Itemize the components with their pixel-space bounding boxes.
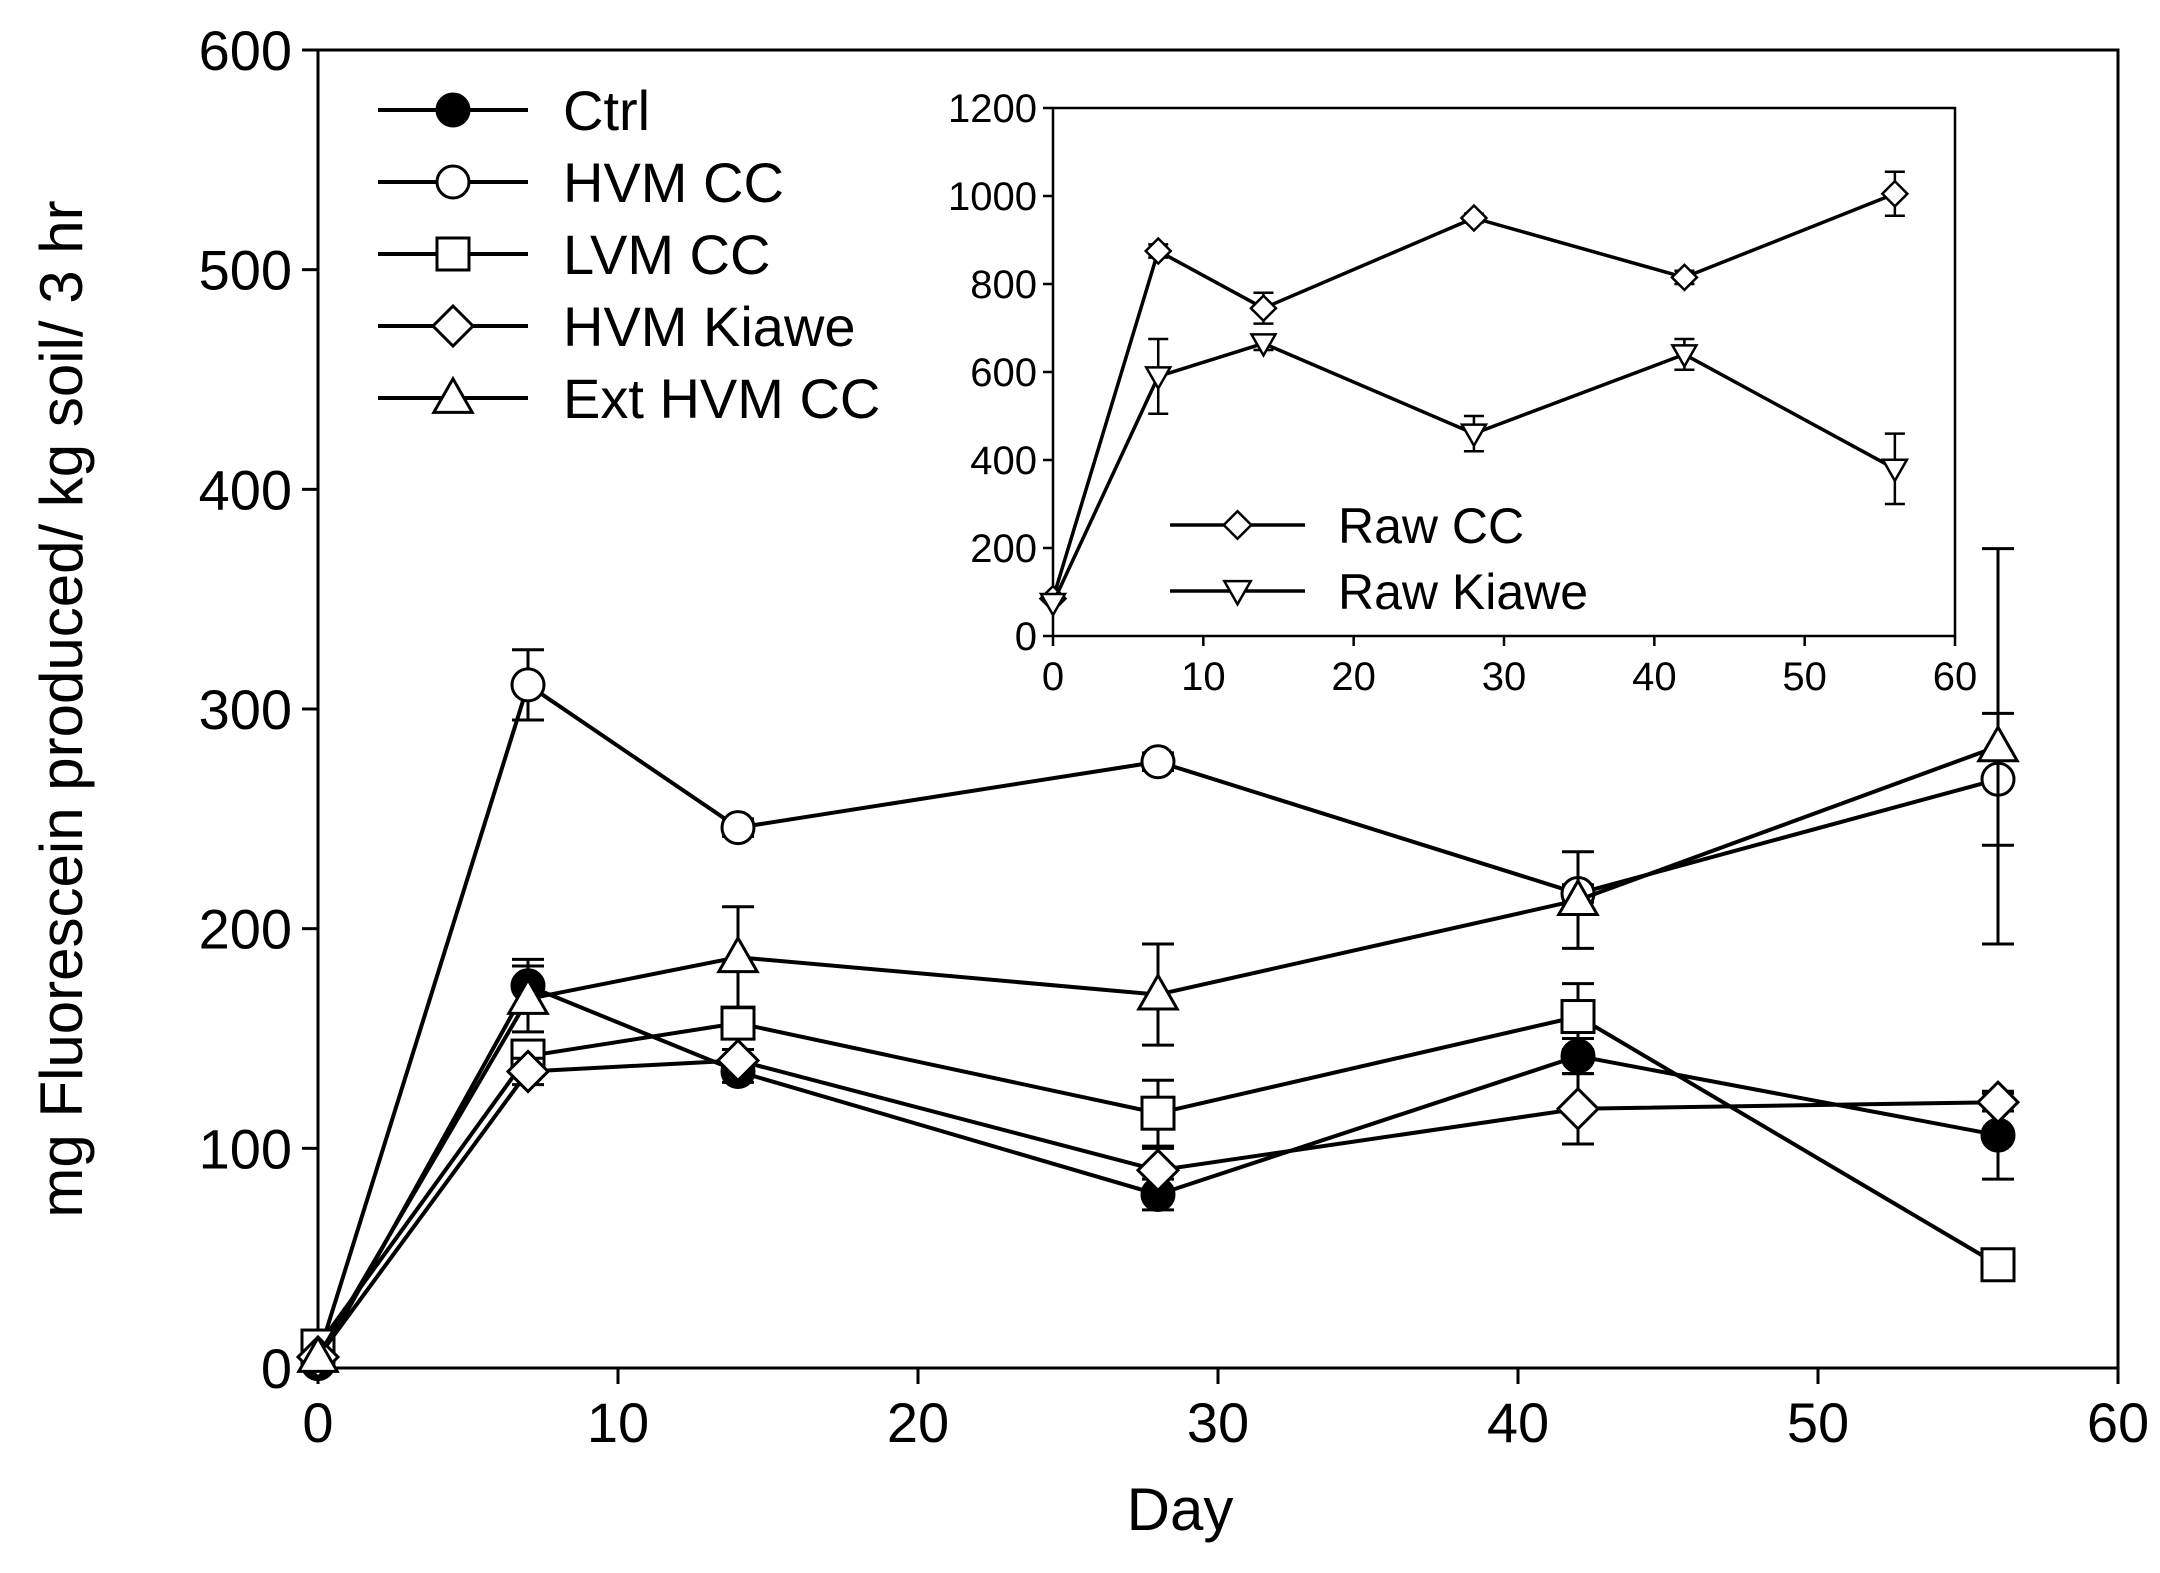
main-marker-ext-hvm-cc-2 (716, 934, 760, 974)
inset-marker-raw-kiawe-0 (1038, 592, 1068, 618)
inset-legend-item-raw-cc: Raw CC (1170, 498, 1524, 554)
main-marker-lvm-cc-4 (1560, 999, 1596, 1035)
inset-marker-raw-kiawe-4 (1670, 344, 1699, 369)
main-y-tick-label-0: 0 (261, 1337, 292, 1400)
main-marker-hvm-kiawe-1 (505, 1049, 551, 1094)
inset-marker-raw-kiawe-3 (1459, 423, 1489, 449)
main-legend-item-ext-hvm-cc: Ext HVM CC (378, 367, 880, 430)
main-marker-hvm-cc-2 (720, 810, 756, 846)
main-marker-ext-hvm-cc-5 (1976, 724, 2020, 763)
main-series-ext-hvm-cc (296, 547, 2020, 1373)
inset-legend-marker-raw-cc (1221, 509, 1254, 541)
inset-y-tick-label-0: 0 (1015, 615, 1037, 659)
main-y-tick-label-500: 500 (199, 239, 292, 302)
inset-marker-raw-kiawe-5 (1880, 458, 1910, 484)
main-legend-label-ctrl: Ctrl (563, 79, 650, 142)
inset-background (1053, 108, 1955, 636)
inset-y-tick-label-800: 800 (970, 263, 1037, 307)
main-line-ctrl (316, 983, 1999, 1365)
inset-marker-raw-kiawe-2 (1249, 333, 1278, 358)
main-marker-lvm-cc-2 (720, 1005, 756, 1041)
main-legend-item-ctrl: Ctrl (378, 79, 650, 142)
main-legend-item-hvm-cc: HVM CC (378, 151, 784, 214)
main-legend-item-lvm-cc: LVM CC (378, 223, 770, 286)
inset-y-tick-label-1000: 1000 (948, 175, 1037, 219)
main-legend-label-hvm-kiawe: HVM Kiawe (563, 295, 856, 358)
main-legend-label-lvm-cc: LVM CC (563, 223, 770, 286)
main-marker-ext-hvm-cc-1 (506, 976, 550, 1015)
inset-legend: Raw CC Raw Kiawe (1170, 498, 1588, 620)
inset-marker-raw-cc-3 (1459, 203, 1489, 233)
main-legend-label-hvm-cc: HVM CC (563, 151, 784, 214)
main-series (295, 547, 2021, 1382)
inset-marker-raw-cc-5 (1880, 179, 1910, 209)
main-marker-ext-hvm-cc-0 (296, 1334, 340, 1373)
inset-legend-label-raw-cc: Raw CC (1338, 498, 1524, 554)
main-x-tick-label-10: 10 (587, 1391, 649, 1454)
main-marker-lvm-cc-5 (1980, 1247, 2016, 1283)
main-marker-hvm-kiawe-3 (1135, 1148, 1181, 1193)
main-x-tick-label-50: 50 (1787, 1391, 1849, 1454)
inset-line-raw-cc (1051, 192, 1896, 600)
main-y-tick-label-600: 600 (199, 19, 292, 82)
main-x-tick-label-60: 60 (2087, 1391, 2149, 1454)
main-legend: Ctrl HVM CC LVM CC HVM Kiawe Ext HVM CC (378, 79, 880, 430)
main-x-tick-label-30: 30 (1187, 1391, 1249, 1454)
main-marker-hvm-kiawe-5 (1975, 1080, 2021, 1125)
inset-series-raw-kiawe (1038, 333, 1910, 618)
main-marker-lvm-cc-3 (1140, 1095, 1176, 1131)
main-x-tick-label-20: 20 (887, 1391, 949, 1454)
inset-series (1038, 170, 1910, 618)
inset-y-tick-label-200: 200 (970, 527, 1037, 571)
inset-marker-raw-cc-4 (1670, 263, 1699, 292)
inset-line-raw-kiawe (1051, 341, 1896, 604)
main-marker-ext-hvm-cc-3 (1136, 972, 1180, 1011)
main-line-lvm-cc (316, 1014, 2000, 1348)
main-legend-item-hvm-kiawe: HVM Kiawe (378, 295, 856, 358)
inset-marker-raw-kiawe-1 (1144, 366, 1173, 391)
inset-y-tick-label-600: 600 (970, 351, 1037, 395)
inset-marker-raw-cc-2 (1249, 293, 1278, 323)
inset-legend-item-raw-kiawe: Raw Kiawe (1170, 564, 1588, 620)
main-y-tick-label-200: 200 (199, 898, 292, 961)
inset-legend-marker-raw-kiawe (1222, 579, 1253, 607)
main-y-tick-label-100: 100 (199, 1117, 292, 1180)
main-y-axis-title: mg Fluorescein produced/ kg soil/ 3 hr (28, 200, 95, 1217)
main-y-tick-label-300: 300 (199, 678, 292, 741)
inset-legend-label-raw-kiawe: Raw Kiawe (1338, 564, 1588, 620)
main-legend-marker-lvm-cc (435, 236, 471, 272)
inset-y-tick-label-400: 400 (970, 439, 1037, 483)
main-line-hvm-kiawe (316, 1058, 1999, 1359)
main-x-axis-title: Day (1127, 1476, 1234, 1543)
inset-x-tick-label-0: 0 (1042, 655, 1064, 699)
main-legend-marker-ext-hvm-cc (431, 375, 475, 414)
main-legend-label-ext-hvm-cc: Ext HVM CC (563, 367, 880, 430)
main-x-tick-label-0: 0 (302, 1391, 333, 1454)
main-line-ext-hvm-cc (316, 744, 1999, 1359)
main-legend-marker-hvm-cc (435, 164, 471, 200)
inset-x-tick-label-40: 40 (1632, 655, 1677, 699)
inset-x-tick-label-60: 60 (1933, 655, 1978, 699)
inset-x-tick-label-20: 20 (1331, 655, 1376, 699)
main-legend-marker-ctrl (435, 92, 471, 128)
inset-x-tick-label-10: 10 (1181, 655, 1226, 699)
inset-marker-raw-cc-1 (1143, 236, 1173, 266)
main-marker-hvm-kiawe-2 (715, 1038, 761, 1083)
inset-x-tick-label-50: 50 (1782, 655, 1827, 699)
inset-y-tick-label-1200: 1200 (948, 87, 1037, 131)
main-x-tick-label-40: 40 (1487, 1391, 1549, 1454)
main-marker-ext-hvm-cc-4 (1556, 877, 1600, 917)
main-marker-hvm-cc-3 (1140, 744, 1176, 780)
main-marker-hvm-kiawe-4 (1555, 1086, 1601, 1131)
main-y-tick-label-400: 400 (199, 458, 292, 521)
inset-x-tick-label-30: 30 (1482, 655, 1527, 699)
main-legend-marker-hvm-kiawe (430, 303, 476, 349)
main-marker-hvm-cc-1 (510, 667, 546, 703)
